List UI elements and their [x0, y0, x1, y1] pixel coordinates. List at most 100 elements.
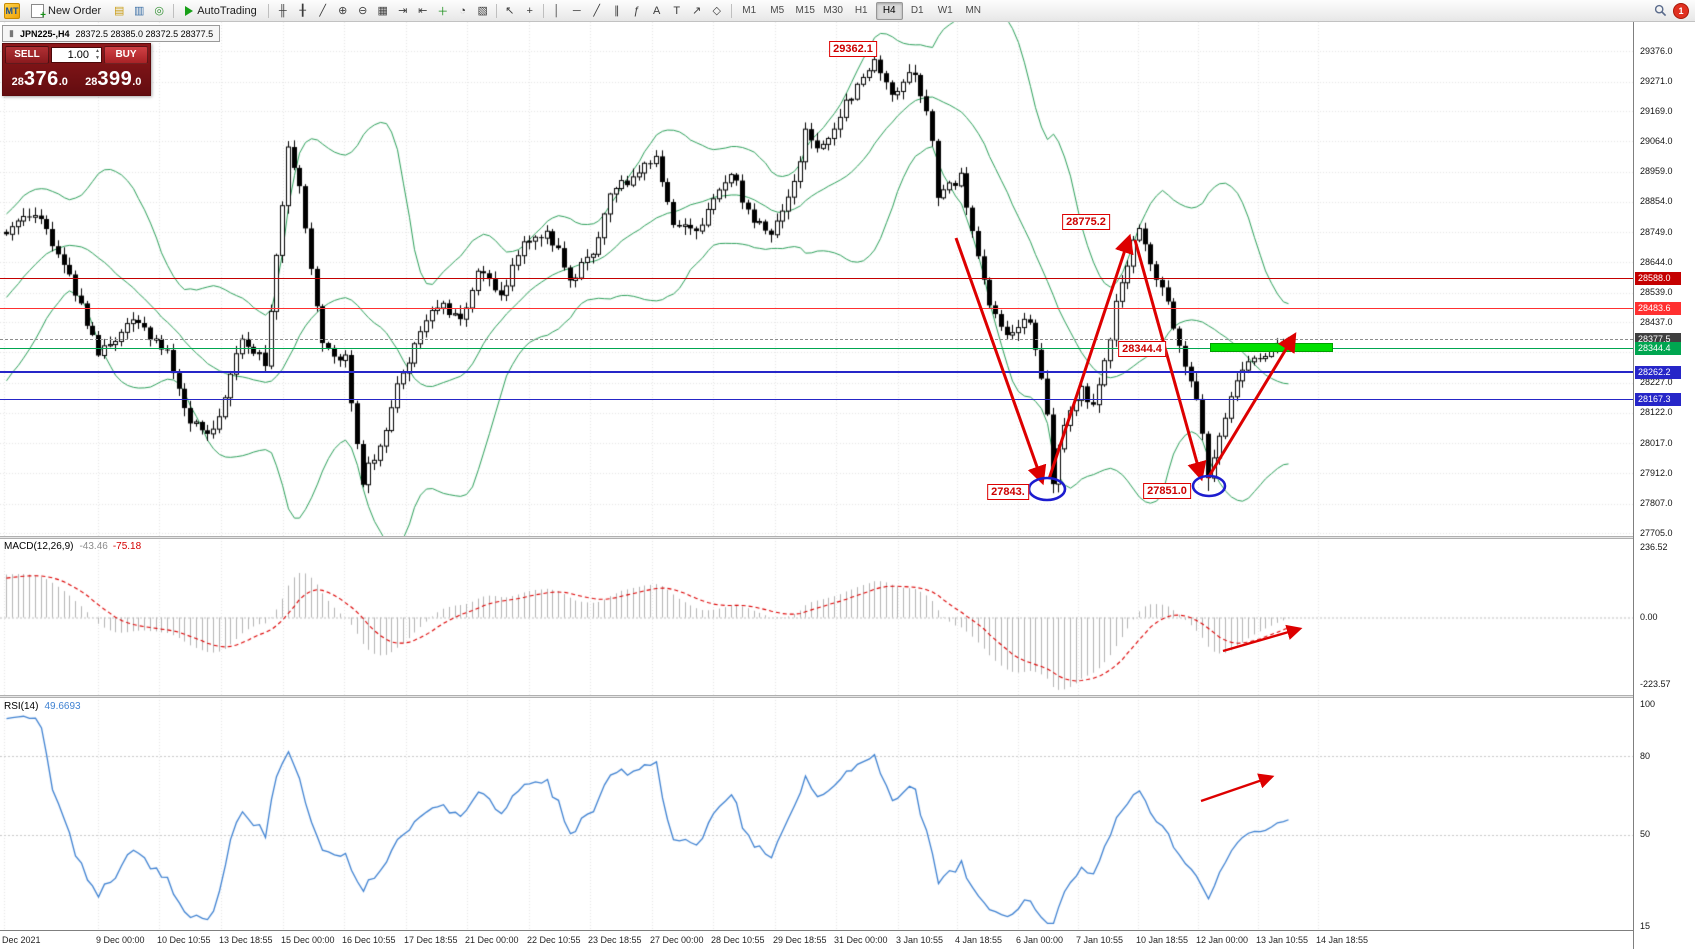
macd-axis-label: 236.52 — [1640, 541, 1668, 552]
chart-shift-icon[interactable]: ⇤ — [418, 5, 428, 17]
timeframe-mn-button[interactable]: MN — [965, 4, 981, 16]
price-annotation-label[interactable]: 28775.2 — [1062, 214, 1110, 230]
timeframe-m1-button[interactable]: M1 — [742, 4, 757, 16]
price-axis-label: 28017.0 — [1640, 437, 1673, 448]
tile-windows-icon[interactable]: ▦ — [377, 5, 388, 17]
trend-arrow[interactable] — [1206, 332, 1297, 479]
price-level-line[interactable] — [0, 277, 1633, 279]
panel-divider-macd[interactable] — [0, 536, 1633, 539]
auto-scroll-icon[interactable]: ⇥ — [398, 5, 408, 17]
timeframe-d1-button[interactable]: D1 — [910, 4, 924, 16]
price-annotation-label[interactable]: 27851.0 — [1143, 483, 1191, 499]
sell-button[interactable]: SELL — [5, 46, 49, 64]
panel-divider-rsi[interactable] — [0, 695, 1633, 698]
text-icon[interactable]: A — [653, 4, 661, 17]
toolbar-separator — [173, 3, 175, 18]
templates-icon[interactable]: ▧ — [477, 5, 488, 17]
macd-axis-label: 0.00 — [1640, 612, 1658, 622]
candlestick-chart-icon[interactable]: ╂ — [299, 5, 307, 17]
bottom-circle-annotation[interactable] — [1191, 474, 1227, 498]
buy-price[interactable]: 28 399.0 — [85, 68, 142, 90]
timeframe-m5-button[interactable]: M5 — [770, 4, 785, 16]
indicator-arrow[interactable] — [1200, 773, 1275, 803]
indicator-arrow[interactable] — [1222, 624, 1303, 653]
timeframe-h4-button[interactable]: H4 — [875, 1, 903, 20]
time-axis-label: 23 Dec 18:55 — [588, 935, 642, 945]
shapes-icon[interactable]: ◇ — [712, 5, 721, 17]
price-level-line[interactable] — [0, 371, 1633, 374]
periods-icon[interactable]: ◔ — [459, 4, 467, 17]
rsi-label: RSI(14) 49.6693 — [4, 701, 81, 712]
support-highlight-bar[interactable] — [1210, 343, 1333, 352]
time-axis-label: 4 Jan 18:55 — [955, 935, 1003, 945]
current-price-line — [0, 339, 1633, 341]
zoom-in-icon[interactable]: ⊕ — [338, 5, 348, 17]
price-axis-badge: 28588.0 — [1635, 271, 1681, 285]
time-axis-label: 29 Dec 18:55 — [773, 935, 827, 945]
price-annotation-label[interactable]: 28344.4 — [1118, 341, 1166, 357]
horizontal-line-icon[interactable]: ─ — [572, 4, 581, 17]
price-annotation-label[interactable]: 27843. — [987, 484, 1029, 500]
price-level-line[interactable] — [0, 308, 1633, 310]
price-annotation-label[interactable]: 29362.1 — [829, 41, 877, 57]
price-axis-label: 27807.0 — [1640, 498, 1673, 509]
trend-arrow[interactable] — [1047, 233, 1134, 480]
price-axis-badge: 28344.4 — [1635, 342, 1681, 356]
time-axis-label: 9 Dec 00:00 — [96, 935, 145, 945]
new-order-icon — [31, 3, 46, 21]
zoom-out-icon[interactable]: ⊖ — [358, 5, 368, 17]
price-axis-badge: 28483.6 — [1635, 302, 1681, 316]
price-level-line[interactable] — [0, 348, 1633, 350]
notification-badge[interactable]: 1 — [1673, 2, 1689, 19]
rsi-axis-label: 50 — [1640, 829, 1651, 840]
app-logo-icon: MT — [4, 2, 20, 19]
rsi-axis-label: 80 — [1640, 750, 1651, 761]
price-axis-label: 28854.0 — [1640, 196, 1673, 207]
metaeditor-icon[interactable]: ▤ — [113, 5, 125, 17]
indicators-icon[interactable]: ＋ — [437, 5, 449, 18]
line-chart-icon[interactable]: ╱ — [319, 5, 327, 17]
sell-price[interactable]: 28 376.0 — [11, 68, 68, 90]
chart-tab-icon: ▮ — [9, 28, 14, 38]
time-axis-label: 10 Jan 18:55 — [1136, 935, 1189, 945]
crosshair-icon[interactable]: + — [526, 4, 533, 17]
time-axis-label: 22 Dec 10:55 — [527, 935, 581, 945]
buy-button[interactable]: BUY — [104, 46, 148, 64]
volume-decrease-button[interactable]: ▼ — [95, 55, 100, 61]
navigator-icon[interactable]: ◎ — [154, 5, 164, 17]
arrows-icon[interactable]: ↗ — [692, 5, 702, 17]
timeframe-m30-button[interactable]: M30 — [823, 4, 843, 16]
time-axis-label: 7 Jan 10:55 — [1076, 935, 1124, 945]
time-axis[interactable]: Dec 2021 9 Dec 00:00 10 Dec 10:55 13 Dec 18… — [0, 930, 1633, 949]
vertical-line-icon[interactable]: │ — [553, 4, 561, 17]
trend-arrow[interactable] — [1133, 239, 1207, 482]
cursor-icon[interactable]: ↖ — [505, 5, 515, 17]
time-axis-label: 13 Jan 10:55 — [1256, 935, 1309, 945]
new-order-button[interactable]: New Order — [24, 1, 108, 21]
timeframe-h1-button[interactable]: H1 — [854, 4, 868, 16]
toolbar-separator — [730, 3, 732, 18]
label-icon[interactable]: T — [673, 4, 681, 17]
trend-arrow[interactable] — [954, 237, 1047, 486]
bar-chart-icon[interactable]: ╫ — [278, 4, 287, 17]
price-axis-badge: 28167.3 — [1635, 393, 1681, 407]
bottom-circle-annotation[interactable] — [1027, 476, 1067, 502]
chart-title-tab[interactable]: ▮ JPN225-,H4 28372.5 28385.0 28372.5 283… — [2, 25, 221, 42]
chart-ohlc-readout: 28372.5 28385.0 28372.5 28377.5 — [75, 28, 214, 39]
timeframe-w1-button[interactable]: W1 — [937, 4, 953, 16]
channel-icon[interactable]: ∥ — [613, 5, 620, 17]
price-level-line[interactable] — [0, 399, 1633, 401]
price-axis[interactable]: 29376.0 29271.0 29169.0 29064.0 28959.0 28854… — [1633, 22, 1695, 949]
autotrading-label: AutoTrading — [197, 4, 257, 17]
search-icon[interactable] — [1654, 4, 1667, 17]
fibonacci-icon[interactable]: ƒ — [633, 4, 640, 17]
price-axis-label: 28959.0 — [1640, 166, 1673, 177]
market-watch-icon[interactable]: ▥ — [133, 5, 145, 17]
timeframe-m15-button[interactable]: M15 — [795, 4, 815, 16]
autotrading-button[interactable]: AutoTrading — [178, 1, 264, 21]
volume-increase-button[interactable]: ▲ — [95, 48, 100, 54]
volume-input[interactable] — [51, 47, 102, 63]
trendline-icon[interactable]: ╱ — [593, 5, 601, 17]
